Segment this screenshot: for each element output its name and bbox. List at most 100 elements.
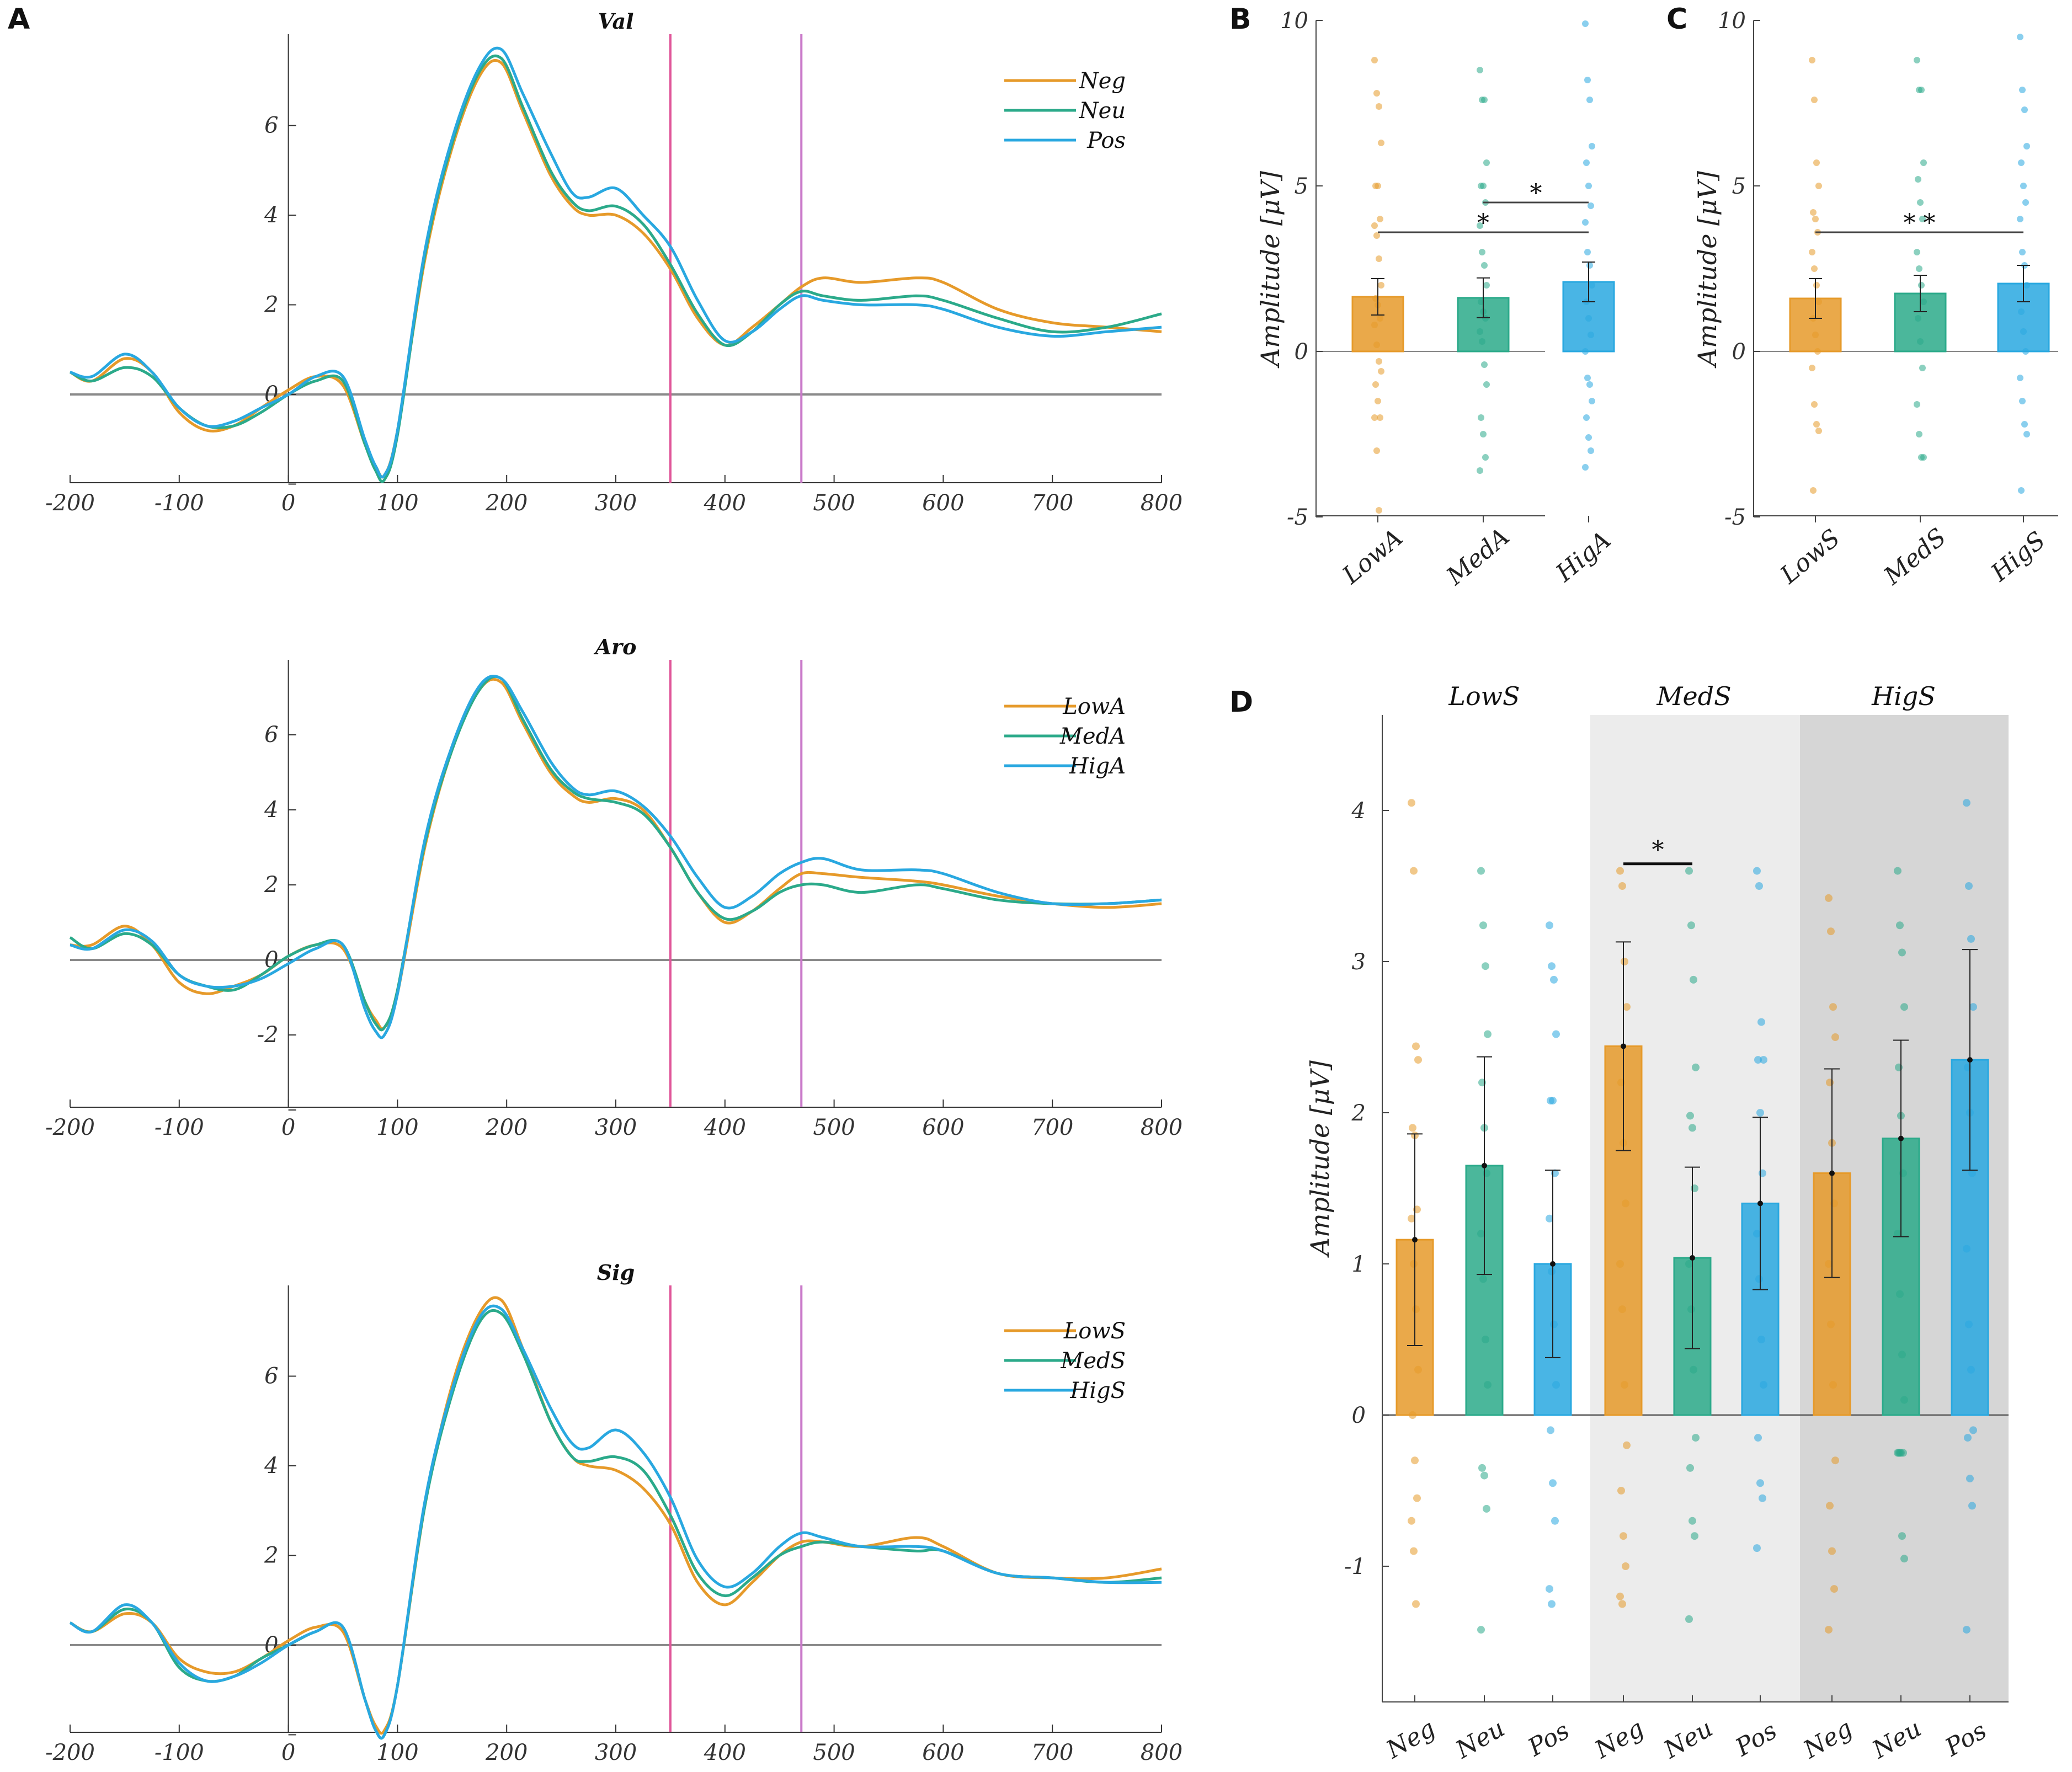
x-tick-label: 500 xyxy=(813,490,855,516)
y-tick-label: 10 xyxy=(1718,8,1746,34)
legend-label: Neg xyxy=(1079,68,1126,94)
data-point xyxy=(1371,222,1378,229)
data-point xyxy=(1756,1109,1764,1117)
data-point xyxy=(1588,447,1594,454)
series-line-meda xyxy=(69,675,1162,1032)
group-label: MedS xyxy=(1656,681,1731,711)
data-point xyxy=(1586,262,1593,269)
x-tick-label: -100 xyxy=(155,1115,204,1140)
data-point xyxy=(1477,1230,1485,1238)
y-tick-label: -2 xyxy=(257,1022,279,1048)
data-point xyxy=(1757,1336,1765,1343)
group-label: HigS xyxy=(1871,681,1936,711)
data-point xyxy=(1755,1275,1763,1283)
mean-dot xyxy=(1757,1200,1763,1207)
data-point xyxy=(1969,1426,1977,1434)
data-point xyxy=(1371,57,1378,63)
data-point xyxy=(1546,1214,1553,1223)
y-tick-label: 6 xyxy=(264,1364,278,1389)
data-point xyxy=(1481,262,1488,269)
y-tick-label: -1 xyxy=(1344,1554,1366,1579)
data-point xyxy=(1814,348,1821,355)
y-tick-label: 4 xyxy=(1351,798,1366,824)
series-line-neg xyxy=(69,58,1162,479)
data-point xyxy=(1546,1585,1553,1593)
erp-chart-sig: Sig-200 -100 0 100 200 300 400 500 600 700 8000246… xyxy=(45,1260,1183,1765)
data-point xyxy=(1410,1547,1418,1555)
data-point xyxy=(1755,882,1763,890)
y-tick-label: 5 xyxy=(1732,174,1746,199)
data-point xyxy=(1482,1336,1489,1343)
x-tick-label: -200 xyxy=(45,1115,95,1140)
data-point xyxy=(1827,1320,1835,1328)
data-point xyxy=(1894,867,1901,875)
data-point xyxy=(1756,1479,1764,1487)
data-point xyxy=(1900,1555,1908,1563)
x-tick-label: 700 xyxy=(1031,490,1073,516)
x-tick-label: 600 xyxy=(922,490,964,516)
data-point xyxy=(1481,97,1488,103)
data-point xyxy=(1898,1351,1906,1359)
data-point xyxy=(1692,1063,1700,1071)
data-point xyxy=(1585,434,1592,441)
significance-label: * * xyxy=(1904,209,1936,237)
y-tick-label: 4 xyxy=(264,797,278,823)
data-point xyxy=(1483,282,1490,289)
data-point xyxy=(1373,232,1380,239)
data-point xyxy=(1479,921,1487,930)
data-point xyxy=(2023,431,2030,437)
x-category-label: Neg xyxy=(1381,1714,1440,1764)
data-point xyxy=(1896,921,1904,930)
bar-chart-c: -5 0 5 10 Amplitude [μV] LowS MedS HigS * * xyxy=(1692,8,2058,591)
data-point xyxy=(1584,375,1591,381)
x-tick-label: -200 xyxy=(45,490,95,516)
data-point xyxy=(1376,103,1382,110)
legend-label: HigA xyxy=(1069,754,1126,779)
y-tick-label: 5 xyxy=(1295,174,1308,199)
data-point xyxy=(1582,20,1589,27)
data-point xyxy=(2020,183,2027,189)
data-point xyxy=(1414,1056,1422,1064)
data-point xyxy=(1811,97,1818,103)
data-point xyxy=(1914,249,1920,255)
data-point xyxy=(1919,365,1926,371)
x-category-label: MedA xyxy=(1441,522,1515,591)
y-tick-label: 0 xyxy=(1732,339,1746,365)
data-point xyxy=(1621,1381,1628,1389)
data-point xyxy=(1623,1003,1631,1011)
x-category-label: Neg xyxy=(1798,1714,1857,1764)
y-tick-label: -5 xyxy=(1724,505,1746,530)
bar-neu xyxy=(1882,1138,1920,1416)
x-tick-label: 100 xyxy=(376,1115,418,1140)
x-tick-label: -100 xyxy=(155,490,204,516)
data-point xyxy=(2021,421,2028,428)
x-tick-label: 700 xyxy=(1031,1115,1073,1140)
data-point xyxy=(1583,159,1590,166)
data-point xyxy=(1549,1479,1557,1487)
data-point xyxy=(1377,414,1383,421)
y-tick-label: 6 xyxy=(264,113,278,138)
data-point xyxy=(2017,34,2023,40)
data-point xyxy=(1477,1626,1485,1634)
data-point xyxy=(2018,159,2025,166)
y-tick-label: 3 xyxy=(1352,949,1366,975)
data-point xyxy=(1552,1381,1560,1389)
data-point xyxy=(1618,882,1626,890)
data-point xyxy=(1963,1626,1970,1634)
x-tick-label: 300 xyxy=(595,1115,637,1140)
data-point xyxy=(1621,958,1628,965)
x-category-label: LowA xyxy=(1337,524,1408,590)
data-point xyxy=(1920,298,1927,305)
x-tick-label: -100 xyxy=(155,1740,204,1765)
data-point xyxy=(1585,315,1592,322)
data-point xyxy=(1894,1230,1901,1238)
data-point xyxy=(1412,1305,1420,1314)
x-tick-label: 400 xyxy=(704,490,746,516)
data-point xyxy=(1588,332,1594,338)
data-point xyxy=(2018,308,2025,315)
data-point xyxy=(1412,1600,1420,1608)
data-point xyxy=(1408,1517,1415,1525)
data-point xyxy=(1375,183,1381,189)
data-point xyxy=(1831,1033,1839,1041)
